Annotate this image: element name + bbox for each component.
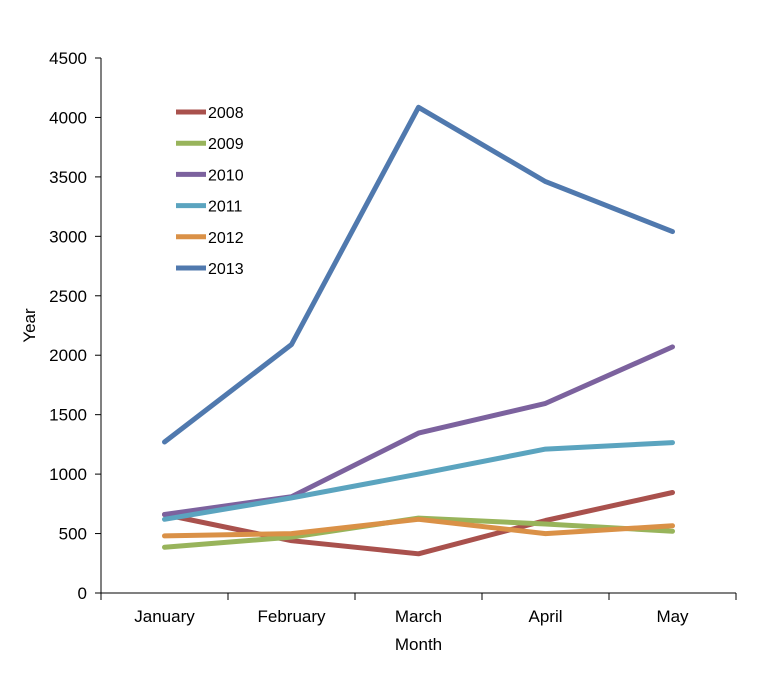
series-line-2013 [162, 104, 675, 445]
legend-label: 2010 [208, 167, 244, 184]
series-lines [162, 104, 675, 557]
y-tick-label: 1500 [49, 406, 87, 425]
x-ticks: January February March April May [100, 593, 737, 626]
series-line-2010 [162, 344, 675, 517]
series-line-2011 [162, 440, 675, 522]
y-axis-title: Year [20, 308, 39, 343]
y-tick-label: 4000 [49, 108, 87, 127]
legend-label: 2009 [208, 136, 244, 153]
x-tick-label: May [656, 607, 689, 626]
series-line-2012 [162, 516, 675, 539]
y-tick-label: 1000 [49, 465, 87, 484]
legend-label: 2012 [208, 230, 244, 247]
y-tick-label: 2500 [49, 287, 87, 306]
x-tick-label: April [528, 607, 562, 626]
x-tick-label: February [257, 607, 326, 626]
axes [100, 58, 736, 594]
y-tick-label: 500 [59, 525, 87, 544]
y-tick-label: 2000 [49, 346, 87, 365]
y-tick-label: 0 [78, 584, 87, 603]
legend-label: 2011 [208, 199, 243, 216]
legend-label: 2008 [208, 105, 244, 122]
x-axis-title: Month [395, 635, 442, 654]
y-tick-label: 3500 [49, 168, 87, 187]
x-tick-label: January [134, 607, 195, 626]
x-tick-label: March [395, 607, 442, 626]
legend: 2008 2009 2010 2011 2012 2013 [176, 105, 244, 278]
y-ticks: 0 500 1000 1500 2000 2500 3000 3500 4000 4500 [49, 49, 101, 603]
y-tick-label: 4500 [49, 49, 87, 68]
legend-label: 2013 [208, 261, 244, 278]
y-tick-label: 3000 [49, 227, 87, 246]
